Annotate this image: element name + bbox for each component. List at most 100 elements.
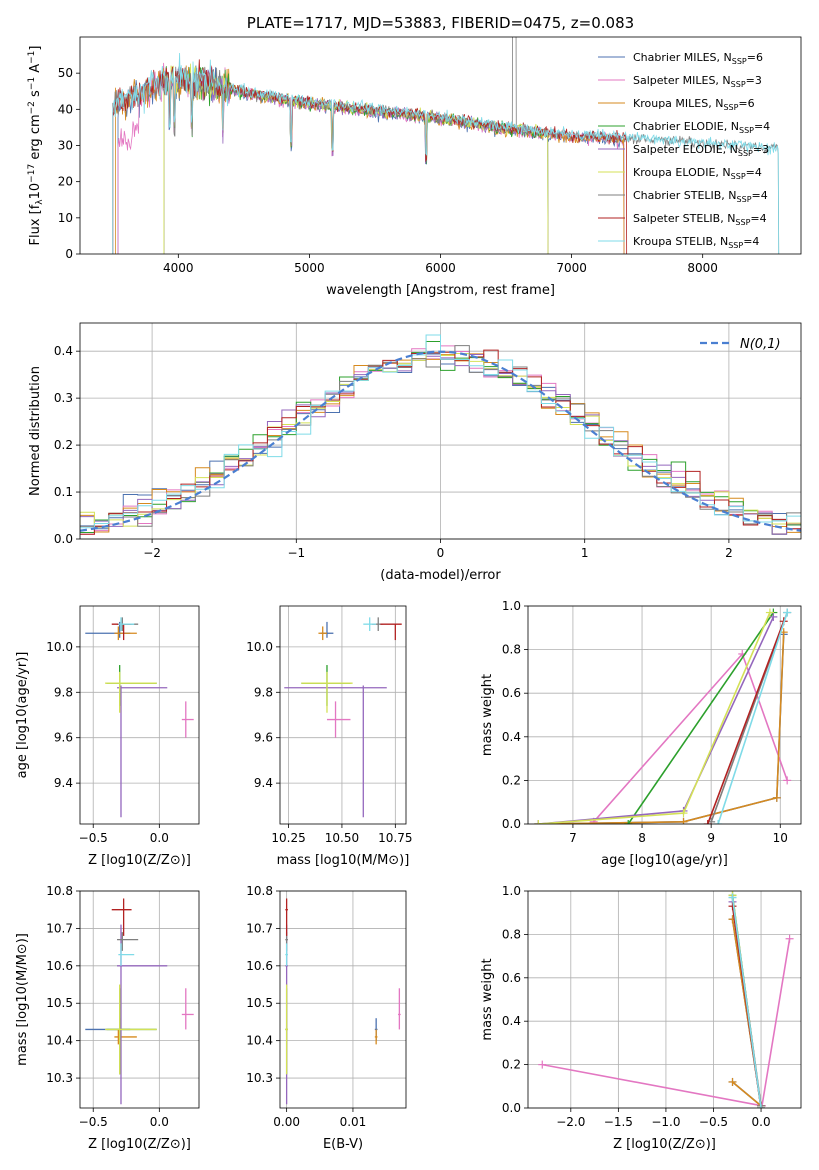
legend-label: Salpeter ELODIE, NSSP=3: [633, 143, 769, 158]
legend-label: Salpeter MILES, NSSP=3: [633, 74, 762, 89]
x-tick-label: −2.0: [556, 1115, 585, 1129]
y-tick-label: 0.2: [54, 438, 73, 452]
x-tick-label: 7000: [556, 261, 587, 275]
x-tick-label: 0.0: [150, 1115, 169, 1129]
x-tick-label: 4000: [163, 261, 194, 275]
x-tick-label: 10.25: [271, 831, 305, 845]
x-tick-label: 5000: [294, 261, 325, 275]
y-tick-label: 0.6: [502, 971, 521, 985]
y-tick-label: 30: [58, 139, 73, 153]
y-tick-label: 0.8: [502, 643, 521, 657]
y-tick-label: 10.7: [246, 921, 273, 935]
mass-weight-line: [706, 621, 785, 824]
y-tick-label: 9.4: [54, 776, 73, 790]
mass-weight-line: [538, 634, 785, 824]
mass-weight-line: [538, 616, 775, 824]
mass-vs-EBV-panel: 0.00 0.01 10.3 10.4 10.5 10.6 10.7 10.8 E(B-V): [246, 884, 407, 1152]
x-tick-label: 7: [569, 831, 577, 845]
y-tick-label: 10.6: [46, 959, 73, 973]
plot-area: [85, 898, 194, 1105]
y-tick-label: 0.2: [502, 773, 521, 787]
axes-frame: [79, 36, 802, 255]
y-axis-label: mass weight: [480, 674, 495, 756]
grid: [80, 890, 199, 1108]
y-tick-label: 0.8: [502, 927, 521, 941]
y-tick-label: 9.8: [54, 685, 73, 699]
x-tick-label: 8000: [687, 261, 718, 275]
y-tick-label: 20: [58, 175, 73, 189]
x-tick-label: 0.0: [752, 1115, 771, 1129]
axes-frame: [279, 890, 407, 1109]
axes-frame: [527, 890, 802, 1109]
legend-label: Salpeter STELIB, NSSP=4: [633, 212, 767, 227]
y-tick-label: 1.0: [502, 884, 521, 898]
x-axis-label: Z [log10(Z/Z⊙)]: [88, 1137, 191, 1152]
axes-frame: [527, 605, 802, 825]
y-tick-label: 10.3: [46, 1071, 73, 1085]
x-tick-label: 0.0: [150, 831, 169, 845]
grid: [280, 890, 406, 1108]
y-tick-label: 9.8: [254, 685, 273, 699]
y-tick-label: 10.4: [246, 1034, 273, 1048]
x-tick-label: −0.5: [79, 831, 108, 845]
x-tick-label: 1: [581, 546, 589, 560]
mass-weight-line: [717, 612, 788, 824]
x-tick-label: 6000: [425, 261, 456, 275]
y-tick-label: 0.4: [502, 730, 521, 744]
y-tick-label: 10.5: [246, 996, 273, 1010]
normal-curve: [80, 350, 801, 532]
y-tick-label: 10.7: [46, 921, 73, 935]
x-tick-label: 9: [707, 831, 715, 845]
axes-frame: [79, 890, 200, 1109]
x-tick-label: −1.0: [651, 1115, 680, 1129]
y-axis-label: Flux [fλ10−17 erg cm−2 s−1 A−1]: [27, 46, 45, 246]
x-axis-label: Z [log10(Z/Z⊙)]: [88, 853, 191, 868]
x-axis-label: E(B-V): [323, 1137, 363, 1152]
x-tick-label: −1.5: [604, 1115, 633, 1129]
grid: [80, 606, 199, 824]
y-tick-label: 0.0: [54, 532, 73, 546]
x-tick-label: 8: [638, 831, 646, 845]
y-axis-label: Normed distribution: [28, 366, 43, 496]
spectrum-panel: 4000 5000 6000 7000 8000 0 10 20 30 40 50 PLATE=171…: [27, 14, 802, 298]
legend-label: Chabrier STELIB, NSSP=4: [633, 189, 768, 204]
spectrum-line: [112, 59, 628, 254]
x-axis-label: Z [log10(Z/Z⊙)]: [613, 1137, 716, 1152]
x-tick-label: 2: [725, 546, 733, 560]
x-tick-label: 10: [773, 831, 788, 845]
y-tick-label: 0.6: [502, 686, 521, 700]
axes-frame: [79, 322, 802, 540]
histogram-series: [80, 334, 801, 539]
x-tick-label: 10.50: [325, 831, 359, 845]
mass-vs-Z-panel: −0.5 0.0 10.3 10.4 10.5 10.6 10.7 10.8 Z [log10(…: [15, 884, 200, 1152]
y-tick-label: 9.6: [254, 731, 273, 745]
x-tick-label: −0.5: [699, 1115, 728, 1129]
x-axis-label: mass [log10(M/M⊙)]: [277, 853, 410, 868]
weight-vs-age-panel: 7 8 9 10 0.0 0.2 0.4 0.6 0.8 1.0 age [log10(age/yr…: [480, 599, 802, 868]
plot-area: [85, 617, 194, 818]
y-tick-label: 10: [58, 211, 73, 225]
y-tick-label: 10.8: [246, 884, 273, 898]
y-tick-label: 10.3: [246, 1071, 273, 1085]
y-tick-label: 10.8: [46, 884, 73, 898]
plot-area: [538, 891, 794, 1108]
mass-weight-line: [538, 632, 785, 824]
plot-area: [112, 37, 780, 254]
axes-frame: [79, 605, 200, 825]
grid: [280, 606, 406, 824]
y-tick-label: 10.0: [246, 640, 273, 654]
x-axis-label: age [log10(age/yr)]: [601, 853, 728, 868]
chart-title: PLATE=1717, MJD=53883, FIBERID=0475, z=0…: [247, 14, 634, 32]
legend-label: Kroupa MILES, NSSP=6: [633, 97, 755, 112]
y-axis-label: mass [log10(M/M⊙)]: [15, 933, 30, 1066]
y-tick-label: 0.1: [54, 485, 73, 499]
x-tick-label: −0.5: [79, 1115, 108, 1129]
mass-weight-line: [627, 612, 775, 824]
y-tick-label: 9.4: [254, 776, 273, 790]
x-axis-label: wavelength [Angstrom, rest frame]: [326, 283, 555, 298]
y-axis-label: age [log10(age/yr)]: [15, 652, 30, 779]
y-tick-label: 1.0: [502, 599, 521, 613]
legend-label: N(0,1): [740, 337, 781, 352]
legend-label: Kroupa ELODIE, NSSP=4: [633, 166, 762, 181]
